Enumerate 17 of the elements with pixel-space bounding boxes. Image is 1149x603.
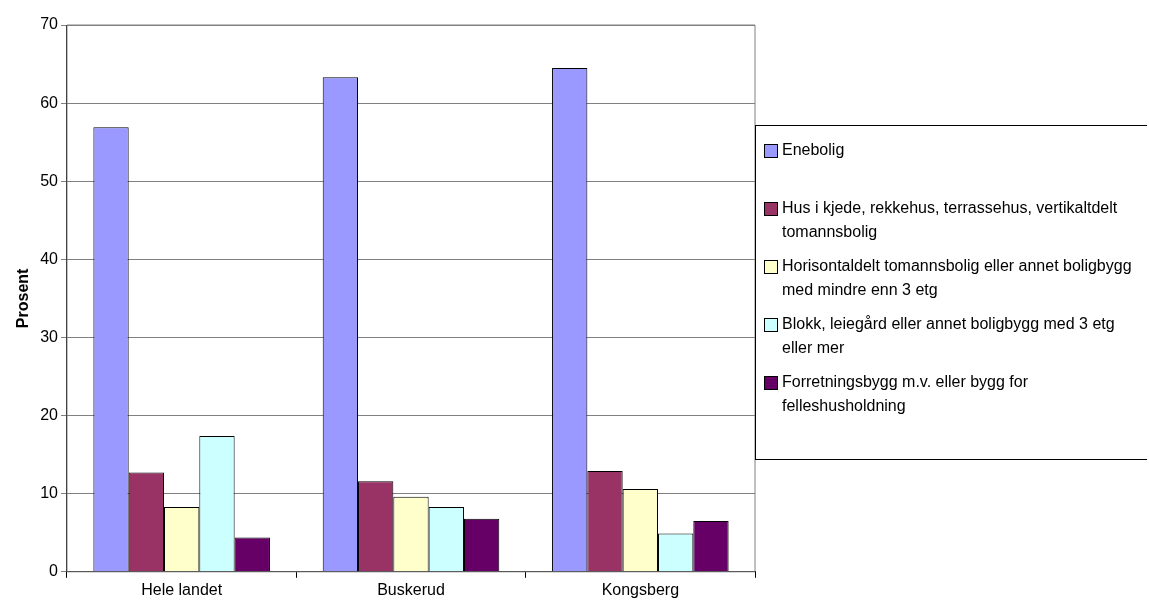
y-tick-label: 70 <box>40 15 59 33</box>
y-tick-label: 60 <box>40 93 59 111</box>
x-tick-label: Kongsberg <box>601 580 680 598</box>
y-tick-label: 0 <box>49 562 59 580</box>
y-tick-label: 30 <box>40 327 59 345</box>
x-tick-label: Buskerud <box>377 580 445 598</box>
y-axis-title: Prosent <box>14 267 32 329</box>
y-tick-label: 20 <box>40 405 59 423</box>
y-tick-label: 40 <box>40 249 59 267</box>
legend-label: Enebolig <box>782 140 845 160</box>
x-tick-label: Hele landet <box>141 580 223 598</box>
y-tick-label: 50 <box>40 171 59 189</box>
legend-label: Hus i kjede, rekkehus, terrassehus, vertikaltdelt tomannsbolig <box>782 198 1119 242</box>
legend-label: Horisontaldelt tomannsbolig eller annet boligbygg med mindre enn 3 etg <box>782 256 1133 300</box>
legend-label: Blokk, leiegård eller annet boligbygg med 3 etg eller mer <box>782 314 1116 358</box>
legend-label: Forretningsbygg m.v. eller bygg for felleshusholdning <box>782 372 1030 416</box>
y-tick-label: 10 <box>40 484 59 502</box>
